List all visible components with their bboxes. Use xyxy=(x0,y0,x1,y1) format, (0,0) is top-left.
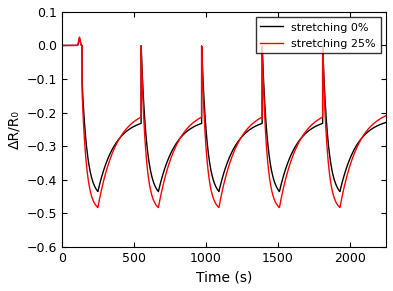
stretching 25% xyxy=(379,116,384,120)
stretching 25% xyxy=(205,165,210,168)
stretching 25% xyxy=(350,156,355,159)
stretching 0% xyxy=(266,151,271,154)
stretching 25% xyxy=(277,206,282,209)
Legend: stretching 0%, stretching 25%: stretching 0%, stretching 25% xyxy=(256,17,380,54)
stretching 25% xyxy=(77,35,82,39)
X-axis label: Time (s): Time (s) xyxy=(196,270,252,284)
stretching 0% xyxy=(383,121,388,125)
stretching 25% xyxy=(341,188,346,191)
stretching 0% xyxy=(77,37,82,40)
stretching 0% xyxy=(205,146,210,149)
Line: stretching 25%: stretching 25% xyxy=(62,37,386,207)
stretching 0% xyxy=(384,121,388,124)
stretching 25% xyxy=(383,114,388,118)
stretching 25% xyxy=(384,114,388,118)
stretching 0% xyxy=(277,190,282,193)
stretching 0% xyxy=(59,44,64,47)
stretching 0% xyxy=(379,122,384,126)
stretching 25% xyxy=(266,170,271,174)
stretching 0% xyxy=(341,175,346,179)
Line: stretching 0%: stretching 0% xyxy=(62,39,386,191)
stretching 25% xyxy=(59,44,64,47)
stretching 0% xyxy=(350,151,355,155)
Y-axis label: ΔR/R₀: ΔR/R₀ xyxy=(7,110,21,149)
